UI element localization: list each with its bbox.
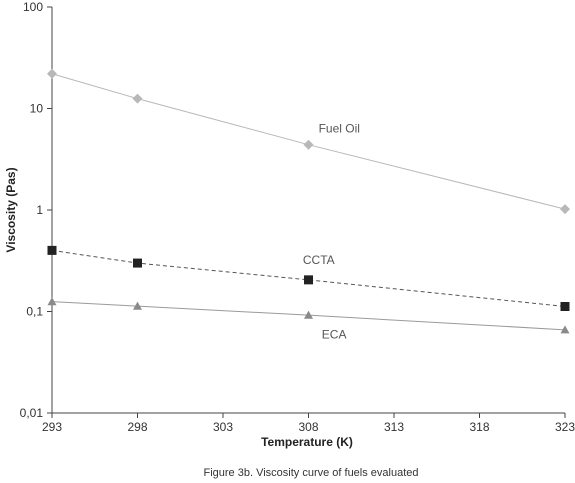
- eca-data-point: [133, 301, 142, 310]
- eca-series-line: [51, 301, 566, 331]
- fuel-oil-data-point: [47, 68, 57, 79]
- ccta-data-point: [304, 275, 313, 285]
- x-axis-title: Temperature (K): [261, 435, 353, 449]
- y-axis-title: Viscosity (Pas): [4, 167, 18, 252]
- eca-data-point: [560, 325, 570, 334]
- x-tick-label: 293: [42, 420, 62, 434]
- y-tick-label: 0,1: [26, 305, 43, 319]
- fuel-oil-data-point: [560, 204, 570, 215]
- series-markers: [47, 68, 570, 334]
- y-tick-label: 0,01: [20, 406, 44, 420]
- ccta-series-label: CCTA: [303, 253, 335, 267]
- ccta-series-line: [51, 249, 566, 308]
- fuel-oil-series-line: [51, 73, 566, 210]
- figure-caption: Figure 3b. Viscosity curve of fuels eval…: [203, 467, 418, 479]
- x-tick-label: 308: [298, 420, 318, 434]
- series-lines: [51, 73, 566, 331]
- y-tick-label: 10: [30, 102, 44, 116]
- x-tick-label: 313: [384, 420, 404, 434]
- fuel-oil-data-point: [303, 139, 314, 150]
- fuel-oil-series-label: Fuel Oil: [319, 121, 360, 135]
- y-tick-label: 100: [23, 0, 43, 14]
- ccta-data-point: [133, 258, 142, 268]
- y-tick-label: 1: [36, 203, 43, 217]
- eca-series-label: ECA: [322, 328, 347, 342]
- eca-data-point: [304, 310, 313, 319]
- ccta-data-point: [560, 302, 570, 312]
- fuel-oil-data-point: [132, 93, 143, 104]
- ccta-data-point: [47, 245, 57, 255]
- x-tick-label: 323: [555, 420, 575, 434]
- chart-axes: 293 298 303 308 313 318 323 0,01 0,1 1 10 100: [20, 0, 575, 434]
- eca-data-point: [47, 297, 57, 306]
- x-tick-label: 303: [213, 420, 233, 434]
- x-tick-label: 318: [469, 420, 489, 434]
- x-tick-label: 298: [127, 420, 147, 434]
- series-labels: Fuel Oil CCTA ECA: [303, 121, 360, 341]
